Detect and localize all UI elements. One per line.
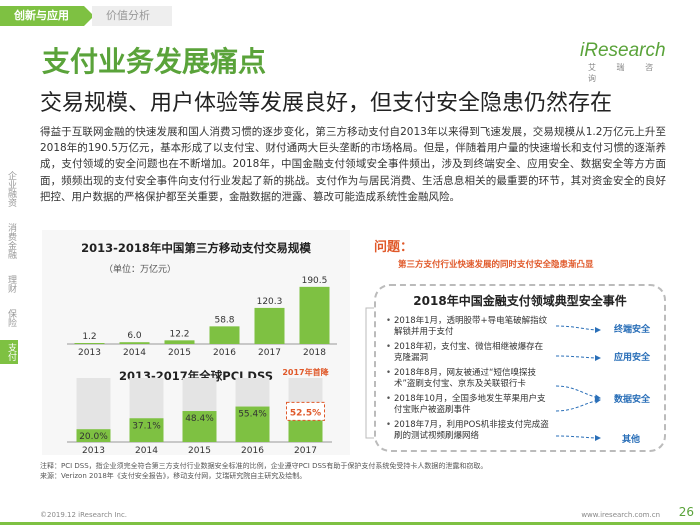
chart2-value-label: 37.1%: [132, 421, 161, 431]
tag-terminal-security: 终端安全: [614, 325, 651, 335]
sidenav-item-financing[interactable]: 企业融资: [6, 171, 16, 207]
connector-arrows: [555, 325, 601, 441]
logo-text: iResearch: [580, 40, 666, 61]
events-card-title: 2018年中国金融支付领域典型安全事件: [413, 294, 627, 308]
question-label: 问题：: [374, 240, 414, 255]
chart2-tick-label: 2014: [135, 446, 158, 454]
chart2-bar: [182, 411, 217, 442]
bracket-arrow: [365, 307, 374, 439]
chart1-bar: [164, 340, 195, 344]
tab-value-analysis[interactable]: 价值分析: [92, 6, 172, 26]
charts-panel: 2013-2018年中国第三方移动支付交易规模 （单位：万亿元） 1.2 2013…: [42, 230, 350, 455]
footnote: 注释：PCI DSS，指企业须完全符合第三方支付行业数据安全标准的比例，企业遵守…: [40, 462, 488, 480]
sidenav-item-payment[interactable]: 支付: [0, 340, 18, 364]
logo-subtext: 艾 瑞 咨 询: [588, 63, 663, 83]
event-item: 2018年7月，利用POS机非接支付完成盗刷的测试视频刷爆网络: [386, 420, 551, 442]
tag-app-security: 应用安全: [614, 353, 651, 363]
chart1-value-label: 12.2: [169, 329, 189, 339]
chart1-bar: [299, 286, 330, 344]
tab-innovation[interactable]: 创新与应用: [0, 6, 94, 26]
chart1-value-label: 190.5: [302, 276, 328, 286]
bottom-accent-line: [0, 522, 700, 525]
chart1-tick-label: 2018: [303, 348, 326, 356]
sidenav-item-insurance[interactable]: 保险: [6, 309, 16, 327]
events-card: 2018年中国金融支付领域典型安全事件 2018年1月，透明股带+导电笔破解指纹…: [374, 284, 666, 452]
chart2-tick-label: 2017: [294, 446, 317, 454]
sidenav-item-consumer-finance[interactable]: 消费金融: [6, 223, 16, 259]
chart1-svg: 1.2 2013 6.0 2014 12.2 2015 58.8 2016 120.3 2017 1…: [67, 276, 337, 356]
issues-panel: 问题： 第三方支付行业快速发展的同时支付安全隐患渐凸显 2018年中国金融支付领…: [360, 230, 670, 460]
chart1-value-label: 1.2: [82, 332, 96, 342]
chart1-unit: （单位：万亿元）: [104, 265, 177, 275]
chart1-title: 2013-2018年中国第三方移动支付交易规模: [81, 241, 311, 255]
chart2-bar: [235, 406, 270, 442]
chart2-annotation: 2017年首降: [282, 367, 329, 377]
chart1-bar: [209, 326, 240, 344]
page-title: 支付业务发展痛点: [42, 45, 267, 78]
chart1-tick-label: 2013: [78, 348, 101, 356]
chart2-svg: 20.0% 2013 37.1% 2014 48.4% 2015 55.4% 2016 2017…: [67, 367, 332, 454]
chart1-bar: [74, 343, 105, 344]
tag-other: 其他: [622, 435, 641, 445]
chart2-value-label: 48.4%: [185, 414, 214, 424]
iresearch-logo: iResearch 艾 瑞 咨 询: [580, 40, 670, 83]
events-list: 2018年1月，透明股带+导电笔破解指纹解锁并用于支付 2018年初，支付宝、微…: [386, 316, 551, 446]
chart1-bar: [254, 307, 285, 344]
body-paragraph: 得益于互联网金融的快速发展和国人消费习惯的逐步变化，第三方移动支付自2013年以…: [40, 126, 666, 203]
chart2-tick-label: 2015: [188, 446, 211, 454]
chart2-value-label: 52.5%: [290, 408, 321, 418]
chart1-tick-label: 2014: [123, 348, 146, 356]
tag-data-security: 数据安全: [614, 395, 651, 405]
chart2-value-label: 55.4%: [238, 410, 267, 420]
footer-copyright: ©2019.12 iResearch Inc.: [40, 511, 128, 519]
side-nav: 企业融资 消费金融 理财 保险 支付: [0, 168, 20, 374]
event-item: 2018年10月，全国多地发生苹果用户支付宝账户被盗刷事件: [386, 394, 551, 416]
chart1-bar: [119, 342, 150, 344]
event-item: 2018年1月，透明股带+导电笔破解指纹解锁并用于支付: [386, 316, 551, 338]
chart1-tick-label: 2016: [213, 348, 236, 356]
chart2-value-label: 20.0%: [79, 432, 108, 442]
footer-url: www.iresearch.com.cn: [581, 511, 660, 519]
sidenav-item-wealth[interactable]: 理财: [6, 275, 16, 293]
chart2-bar: [129, 418, 164, 442]
event-item: 2018年8月，网友被通过“短信嗅探技术”盗刷支付宝、京东及关联银行卡: [386, 368, 551, 390]
page-subtitle: 交易规模、用户体验等发展良好，但支付安全隐患仍然存在: [40, 91, 613, 116]
chart2-tick-label: 2013: [82, 446, 105, 454]
chart1-tick-label: 2015: [168, 348, 191, 356]
question-subtitle: 第三方支付行业快速发展的同时支付安全隐患渐凸显: [398, 260, 594, 270]
top-nav: 创新与应用 价值分析: [0, 0, 700, 30]
chart2-bar: [76, 429, 111, 442]
chart1-value-label: 6.0: [127, 331, 142, 341]
event-item: 2018年初，支付宝、微信相继被爆存在克隆漏洞: [386, 342, 551, 364]
chart1-value-label: 120.3: [257, 297, 283, 307]
chart2-tick-label: 2016: [241, 446, 264, 454]
chart1-tick-label: 2017: [258, 348, 281, 356]
chart2-highlight-box: [286, 401, 325, 421]
page-number: 26: [678, 505, 694, 519]
chart1-value-label: 58.8: [214, 315, 234, 325]
